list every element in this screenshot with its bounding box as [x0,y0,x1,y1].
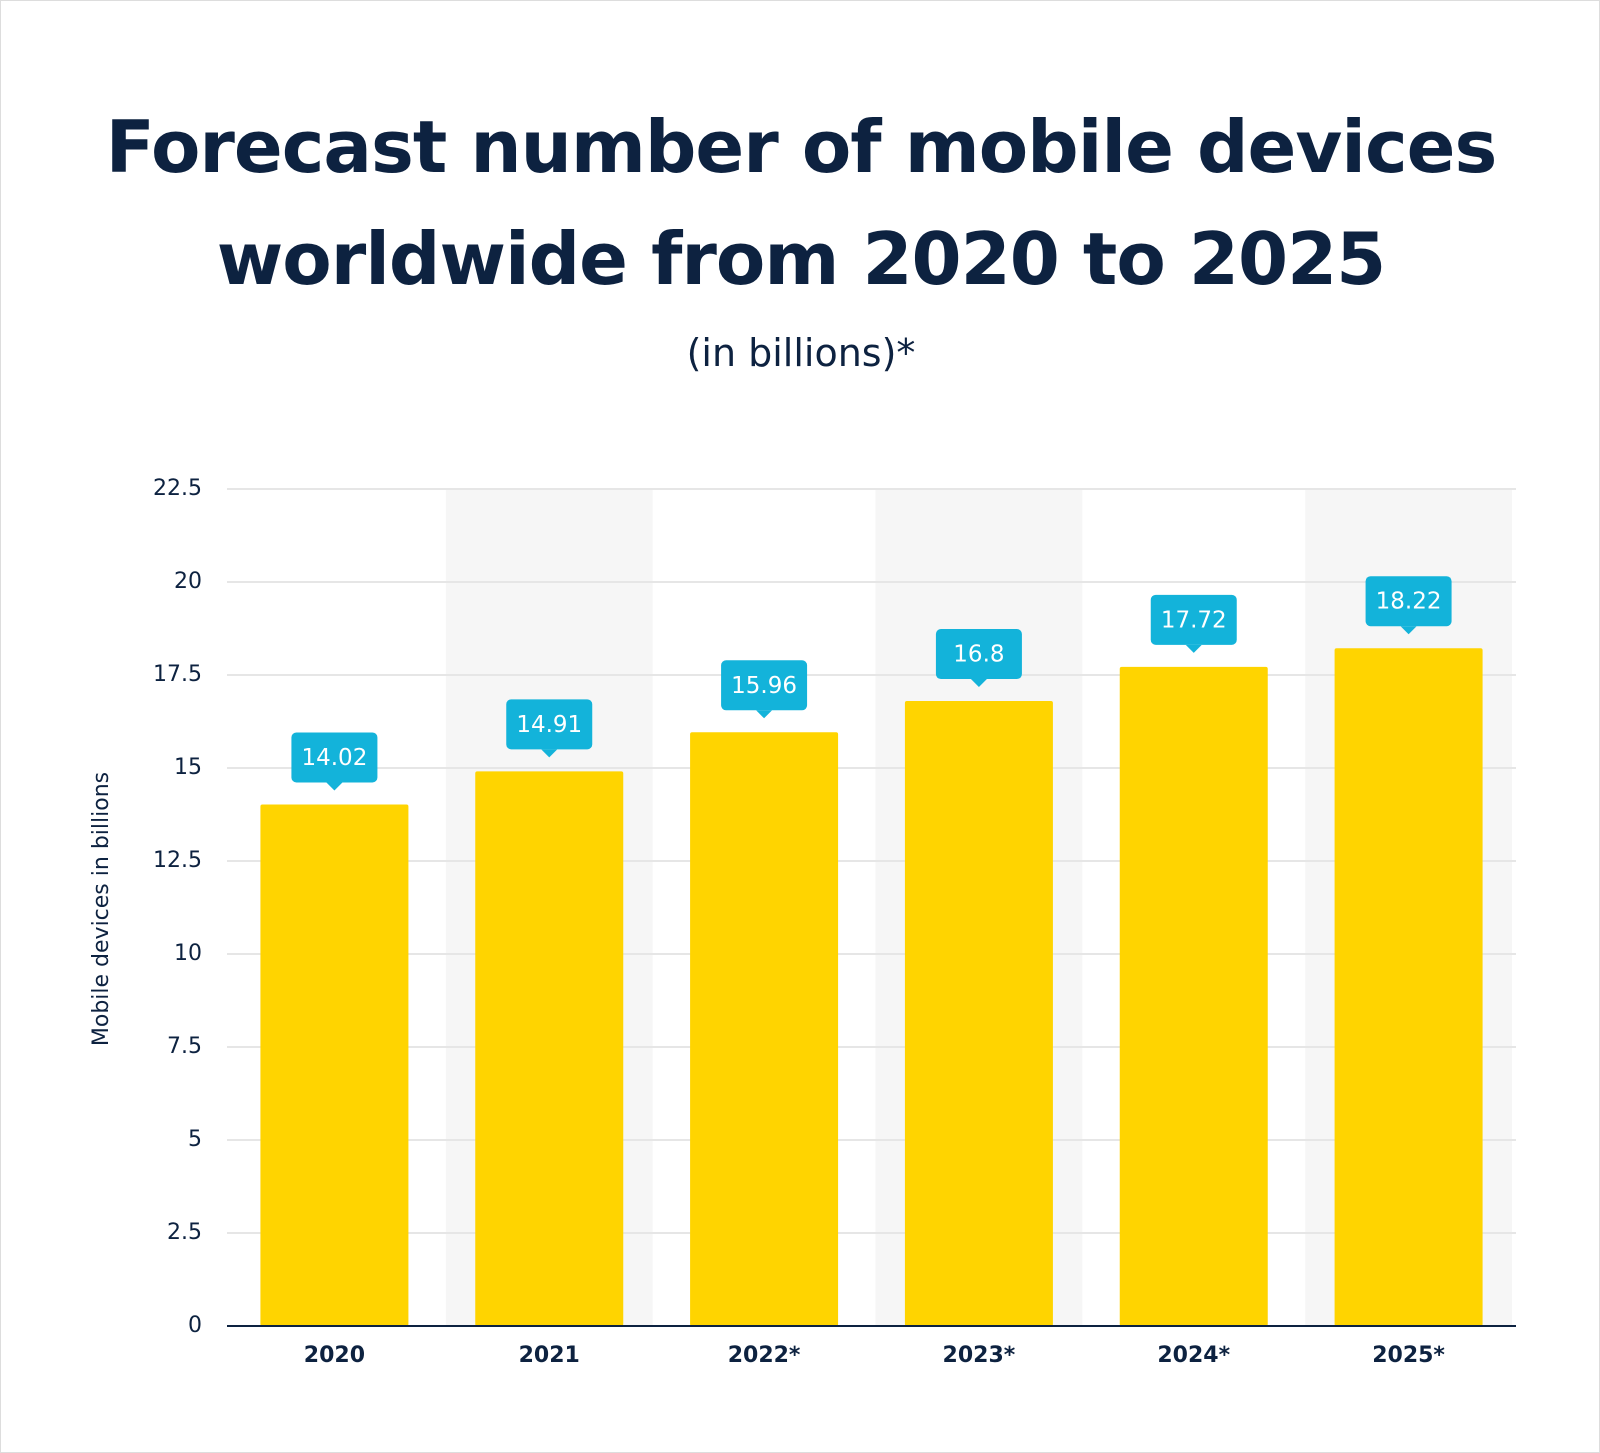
value-label: 15.96 [731,673,797,699]
y-tick-label: 0 [188,1313,202,1338]
value-label-box [1365,576,1452,627]
value-label: 14.02 [301,745,367,771]
y-tick-label: 17.5 [153,662,202,687]
value-label: 17.72 [1161,607,1227,633]
bar [475,771,624,1326]
chart-subtitle: (in billions)* [686,331,916,375]
y-axis-label: Mobile devices in billions [89,772,114,1046]
y-tick-label: 15 [174,755,202,780]
y-tick-label: 10 [174,941,202,966]
value-label-box [1150,594,1237,645]
value-label: 18.22 [1376,589,1442,615]
x-tick-label: 2021 [519,1343,580,1368]
value-label-pointer [756,710,773,719]
value-label-pointer [1185,644,1202,653]
bar [260,804,409,1326]
x-tick-label: 2020 [304,1343,365,1368]
value-label: 14.91 [516,712,582,738]
bar [1334,648,1483,1326]
y-tick-label: 7.5 [167,1034,202,1059]
bar [690,732,839,1326]
value-label-box [721,660,808,711]
bar [1119,666,1268,1326]
y-tick-label: 20 [174,569,202,594]
value-label-box [506,699,593,750]
x-tick-label: 2022* [728,1343,801,1368]
x-tick-label: 2024* [1157,1343,1230,1368]
x-tick-label: 2025* [1372,1343,1445,1368]
x-tick-label: 2023* [943,1343,1016,1368]
y-tick-label: 12.5 [153,848,202,873]
value-label-box [291,732,378,783]
value-label-pointer [970,679,987,688]
y-tick-label: 5 [188,1127,202,1152]
chart-title: Forecast number of mobile devices worldw… [105,105,1498,301]
value-label-pointer [1400,626,1417,635]
y-tick-label: 2.5 [167,1220,202,1245]
value-label-pointer [541,749,558,758]
value-label-pointer [326,782,343,791]
value-label-box [935,629,1022,680]
bar [904,701,1053,1326]
value-label: 16.8 [953,642,1004,668]
y-tick-label: 22.5 [153,476,202,501]
